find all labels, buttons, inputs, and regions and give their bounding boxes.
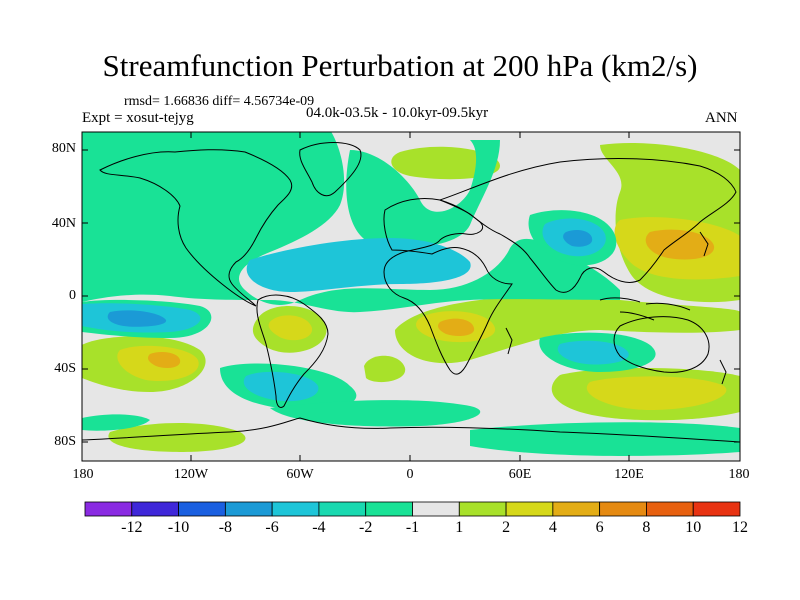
colorbar-swatch: [318, 501, 367, 517]
coastline-greenland: [299, 142, 362, 197]
contour-negative-1: [82, 414, 150, 431]
experiment-label: Expt = xosut-tejyg: [82, 110, 194, 126]
contour-positive-1: [391, 146, 500, 180]
colorbar-swatch: [365, 501, 413, 517]
colorbar-label: 10: [685, 519, 702, 536]
lat-tick-0: 0: [69, 288, 76, 303]
lat-tick-80n: 80N: [51, 141, 76, 156]
lon-tick-180e: 180: [728, 467, 750, 482]
colorbar-label: 2: [502, 519, 511, 536]
colorbar-swatch: [552, 501, 601, 517]
contour-positive-2: [268, 315, 313, 341]
contour-positive-1: [108, 423, 246, 452]
contour-positive-4: [438, 318, 475, 336]
chart-title: Streamfunction Perturbation at 200 hPa (…: [102, 48, 698, 83]
contour-negative-1: [346, 140, 500, 248]
contour-negative-4: [107, 310, 167, 327]
colorbar-label: 6: [595, 519, 604, 536]
colorbar-swatch: [84, 501, 133, 517]
colorbar-label: 1: [455, 519, 464, 536]
season-label: ANN: [705, 110, 738, 126]
colorbar-label: -2: [359, 519, 373, 536]
lon-tick-180w: 180: [72, 467, 94, 482]
colorbar-label: 4: [548, 519, 557, 536]
colorbar-swatch: [131, 501, 179, 517]
colorbar-swatch: [412, 501, 460, 517]
contour-negative-1: [270, 400, 481, 427]
colorbar-label: -12: [121, 519, 143, 536]
contour-negative-2: [557, 340, 629, 365]
colorbar-swatch: [646, 501, 694, 517]
lon-tick-120e: 120E: [614, 467, 644, 482]
coastline-europe-africa: [383, 197, 513, 375]
colorbar-label: -1: [405, 519, 420, 536]
colorbar-swatch: [505, 501, 554, 517]
lat-tick-40n: 40N: [51, 216, 76, 231]
contour-negative-4: [563, 230, 593, 247]
colorbar-label: -6: [265, 519, 279, 536]
colorbar-label: 8: [642, 519, 651, 536]
colorbar-label: -10: [167, 519, 190, 536]
stats-text: rmsd= 1.66836 diff= 4.56734e-09: [124, 94, 315, 109]
lon-tick-60e: 60E: [508, 467, 532, 482]
colorbar-label: -8: [218, 519, 233, 536]
lat-tick-80s: 80S: [54, 434, 76, 449]
colorbar-label: -4: [312, 519, 326, 536]
contour-positive-4: [148, 352, 181, 368]
colorbar-swatch: [692, 501, 741, 517]
coastline-new-zealand: [719, 359, 727, 385]
colorbar-swatch: [224, 501, 273, 517]
coastline-indonesia: [599, 297, 691, 321]
lat-tick-40s: 40S: [54, 361, 76, 376]
colorbar-swatch: [458, 501, 507, 517]
lon-tick-120w: 120W: [173, 467, 209, 482]
axis-ticks: [82, 132, 740, 461]
contour-negative-1: [82, 132, 620, 313]
coastline-north-america: [99, 149, 293, 307]
colorbar: [84, 501, 741, 517]
lon-tick-60w: 60W: [286, 467, 314, 482]
period-label: 04.0k-03.5k - 10.0kyr-09.5kyr: [306, 105, 489, 121]
lon-tick-0: 0: [406, 467, 414, 482]
colorbar-swatch: [271, 501, 320, 517]
coastline-asia: [438, 158, 737, 293]
colorbar-swatch: [178, 501, 226, 517]
colorbar-label: 12: [732, 519, 748, 536]
contour-positive-2: [586, 376, 727, 410]
contour-positive-1: [364, 355, 406, 383]
colorbar-swatch: [599, 501, 647, 517]
coastline-south-america: [256, 294, 329, 409]
coastline-japan: [699, 231, 709, 257]
coastline-antarctica: [82, 417, 740, 443]
contour-positive-1: [395, 296, 740, 364]
coastline-australia: [613, 316, 710, 373]
coastline-madagascar: [505, 327, 513, 355]
coastlines: [82, 142, 740, 443]
